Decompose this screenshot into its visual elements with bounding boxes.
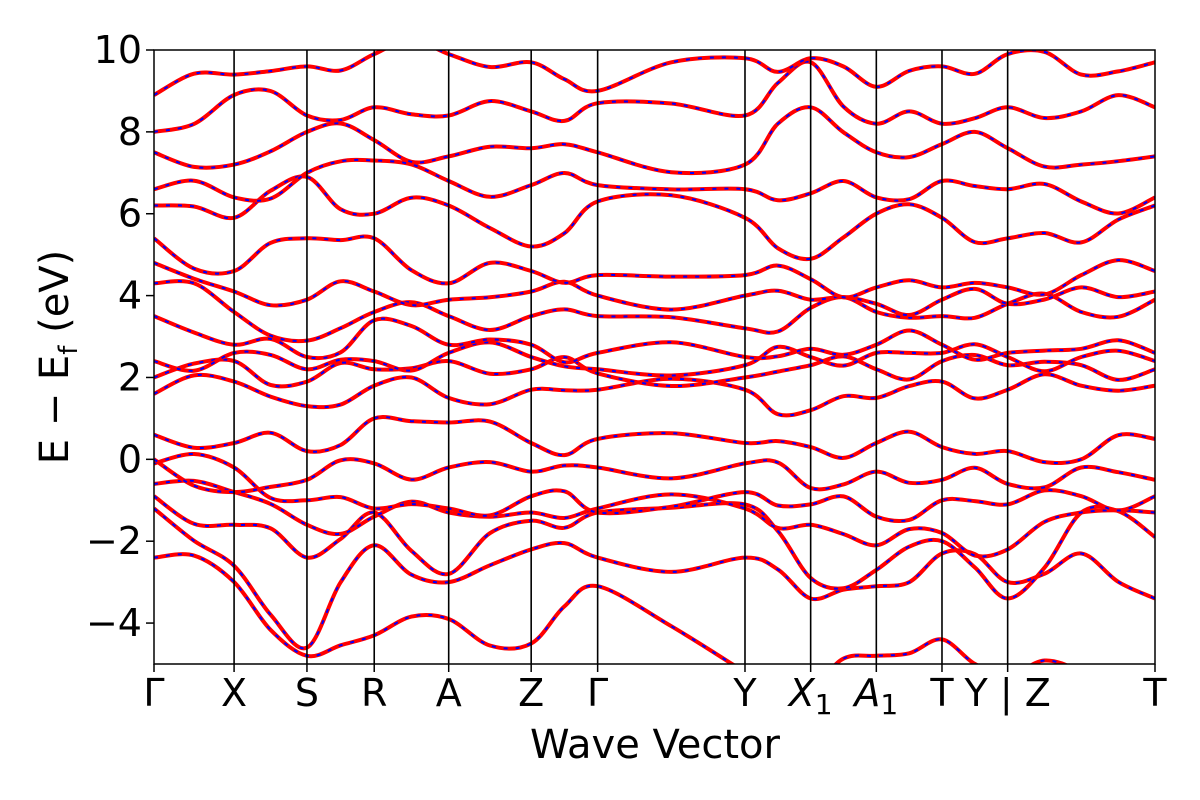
y-tick-label-2: −2: [86, 519, 142, 563]
x-tick-label-8: Y: [732, 671, 757, 715]
x-tick-label-5: A: [436, 671, 462, 715]
x-tick-label-9: X1: [787, 671, 833, 721]
band-line-dashed-4: [154, 479, 1155, 558]
y-tick-label-6: 6: [118, 192, 142, 236]
band-line-10: [154, 340, 1155, 378]
x-tick-label-2: X: [221, 671, 247, 715]
x-tick-label-6: Z: [518, 671, 544, 715]
band-line-dashed-17: [154, 106, 1155, 175]
band-line-2: [154, 506, 1155, 651]
band-line-dashed-10: [154, 341, 1155, 377]
y-axis: −4 −2 0 2 4 6 8 10: [86, 28, 154, 645]
x-tick-label-10: A1: [851, 671, 898, 721]
band-line-13: [154, 261, 1155, 318]
band-line-dashed-19: [154, 50, 1155, 96]
y-tick-label-4: 2: [118, 355, 142, 399]
x-tick-label-1: Γ: [143, 671, 164, 715]
x-tick-label-3: S: [295, 671, 319, 715]
band-line-14: [154, 234, 1155, 300]
band-line-dashed-13: [154, 261, 1155, 317]
band-line-3: [154, 494, 1155, 601]
band-line-12: [154, 279, 1155, 344]
band-line-6: [154, 457, 1155, 495]
band-line-dashed-3: [154, 495, 1155, 600]
band-line-dashed-14: [154, 235, 1155, 299]
y-axis-title-sub: f: [54, 345, 84, 355]
band-line-dashed-6: [154, 458, 1155, 494]
y-tick-label-8: 10: [94, 28, 142, 72]
x-tick-label-13: T: [1142, 671, 1167, 715]
band-line-dashed-11: [154, 315, 1155, 364]
band-line-dashed-1: [154, 553, 1066, 664]
plot-frame: [153, 49, 1156, 665]
band-line-7: [154, 415, 1155, 466]
x-tick-label-12: Y | Z: [964, 671, 1051, 716]
x-tick-label-7: Γ: [587, 671, 608, 715]
band-line-dashed-8: [154, 373, 1155, 417]
band-line-dashed-15: [154, 175, 1155, 261]
y-axis-title-unit: (eV): [32, 250, 78, 346]
y-axis-title-main: E − E: [32, 355, 78, 465]
y-tick-label-7: 8: [118, 110, 142, 154]
band-line-dashed-12: [154, 280, 1155, 343]
band-line-17: [154, 105, 1155, 176]
band-line-4: [154, 478, 1155, 559]
band-line-dashed-7: [154, 416, 1155, 465]
x-tick-label-11: T: [929, 671, 954, 715]
band-line-16: [154, 157, 1155, 216]
x-tick-label-4: R: [361, 671, 387, 715]
y-axis-title: E − Ef (eV): [32, 250, 84, 465]
band-line-9: [154, 352, 1155, 389]
y-tick-label-3: 0: [118, 437, 142, 481]
band-line-18: [154, 59, 1155, 134]
band-line-dashed-2: [154, 507, 1155, 650]
kpoint-lines: [233, 50, 1009, 664]
x-axis-title: Wave Vector: [530, 722, 781, 768]
y-tick-label-5: 4: [118, 274, 142, 318]
band-line-dashed-18: [154, 60, 1155, 133]
bands-layer: [154, 50, 1155, 664]
y-tick-label-1: −4: [86, 601, 142, 645]
band-line-5: [154, 451, 1155, 524]
